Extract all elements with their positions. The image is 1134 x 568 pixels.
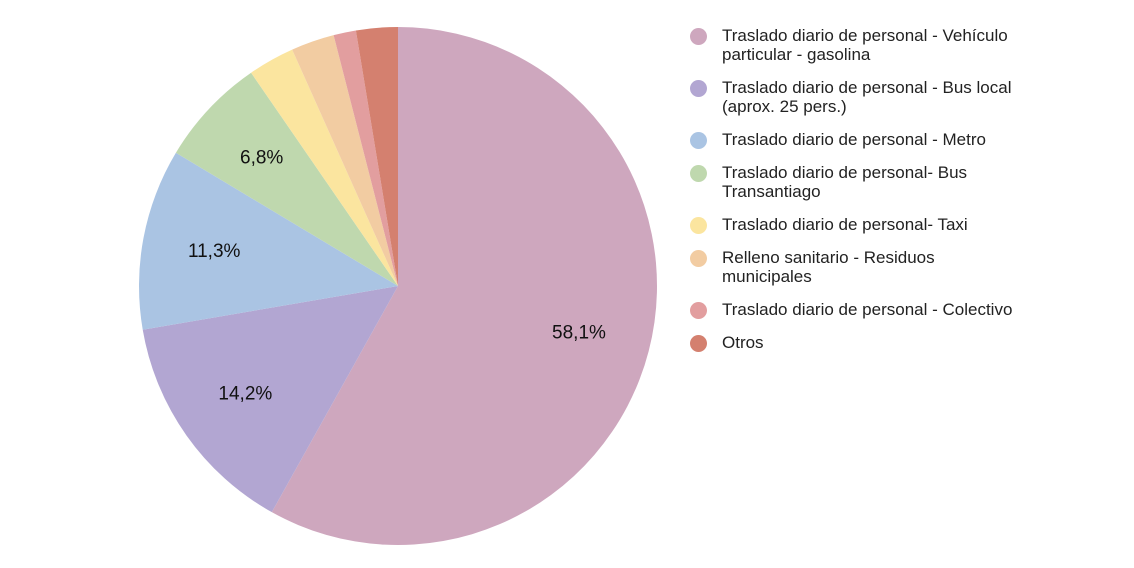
slice-data-label-2: 14,2% bbox=[218, 384, 272, 405]
legend-item-3: Traslado diario de personal - Metro bbox=[690, 130, 1020, 149]
legend-swatch-icon bbox=[690, 165, 707, 182]
pie-slice-4 bbox=[175, 72, 398, 287]
pie-data-labels: 58,1% 14,2% 11,3% 6,8% bbox=[188, 147, 606, 404]
legend-item-7: Traslado diario de personal - Colectivo bbox=[690, 300, 1020, 319]
pie-slice-1 bbox=[271, 27, 657, 545]
legend-item-6: Relleno sanitario - Residuos municipales bbox=[690, 248, 1020, 286]
legend-label: Traslado diario de personal - Metro bbox=[722, 130, 986, 149]
pie-slice-6 bbox=[292, 35, 398, 286]
slice-data-label-1: 58,1% bbox=[552, 323, 606, 344]
pie-slices bbox=[138, 27, 657, 545]
legend-swatch-icon bbox=[690, 250, 707, 267]
legend-label: Traslado diario de personal- Taxi bbox=[722, 215, 968, 234]
slice-data-label-4: 6,8% bbox=[240, 147, 283, 168]
legend-swatch-icon bbox=[690, 28, 707, 45]
legend-label: Otros bbox=[722, 333, 764, 352]
legend-swatch-icon bbox=[690, 80, 707, 97]
legend: Traslado diario de personal - Vehículo p… bbox=[690, 26, 1020, 366]
legend-item-1: Traslado diario de personal - Vehículo p… bbox=[690, 26, 1020, 64]
legend-item-4: Traslado diario de personal- Bus Transan… bbox=[690, 163, 1020, 201]
pie-slice-7 bbox=[333, 30, 398, 287]
pie-slice-8 bbox=[355, 27, 398, 286]
legend-item-5: Traslado diario de personal- Taxi bbox=[690, 215, 1020, 234]
legend-item-8: Otros bbox=[690, 333, 1020, 352]
legend-swatch-icon bbox=[690, 132, 707, 149]
legend-swatch-icon bbox=[690, 217, 707, 234]
slice-data-label-3: 11,3% bbox=[188, 241, 241, 262]
legend-label: Traslado diario de personal - Bus local … bbox=[722, 78, 1012, 116]
legend-item-2: Traslado diario de personal - Bus local … bbox=[690, 78, 1020, 116]
pie-slice-2 bbox=[142, 286, 398, 513]
pie-chart: 58,1% 14,2% 11,3% 6,8% bbox=[138, 27, 657, 545]
pie-slice-5 bbox=[251, 49, 398, 286]
legend-label: Relleno sanitario - Residuos municipales bbox=[722, 248, 935, 286]
legend-swatch-icon bbox=[690, 302, 707, 319]
legend-swatch-icon bbox=[690, 335, 707, 352]
legend-label: Traslado diario de personal - Vehículo p… bbox=[722, 26, 1008, 64]
pie-slice-3 bbox=[138, 152, 398, 330]
legend-label: Traslado diario de personal- Bus Transan… bbox=[722, 163, 968, 201]
legend-label: Traslado diario de personal - Colectivo bbox=[722, 300, 1013, 319]
